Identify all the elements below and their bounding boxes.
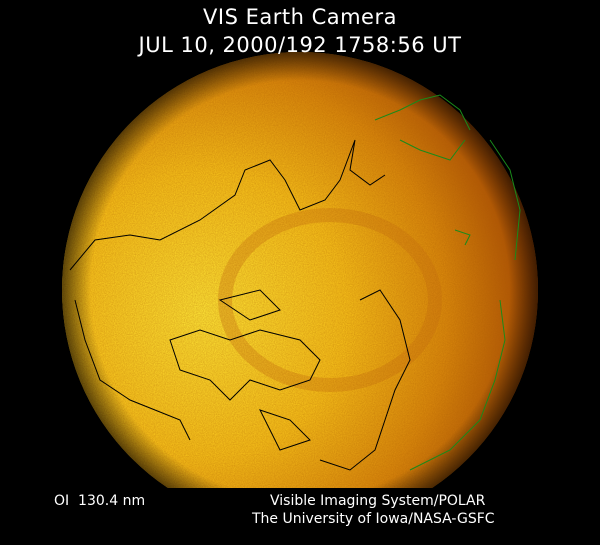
image-timestamp: JUL 10, 2000/192 1758:56 UT (138, 33, 462, 57)
image-title: VIS Earth Camera (203, 5, 397, 29)
institution-label: The University of Iowa/NASA-GSFC (252, 511, 495, 527)
coastlines-nightside (374, 94, 521, 471)
limb-darkening (62, 52, 538, 488)
instrument-label: Visible Imaging System/POLAR (270, 493, 486, 509)
filter-wavelength-label: OI 130.4 nm (54, 493, 146, 509)
coastlines-dayside (69, 139, 411, 471)
